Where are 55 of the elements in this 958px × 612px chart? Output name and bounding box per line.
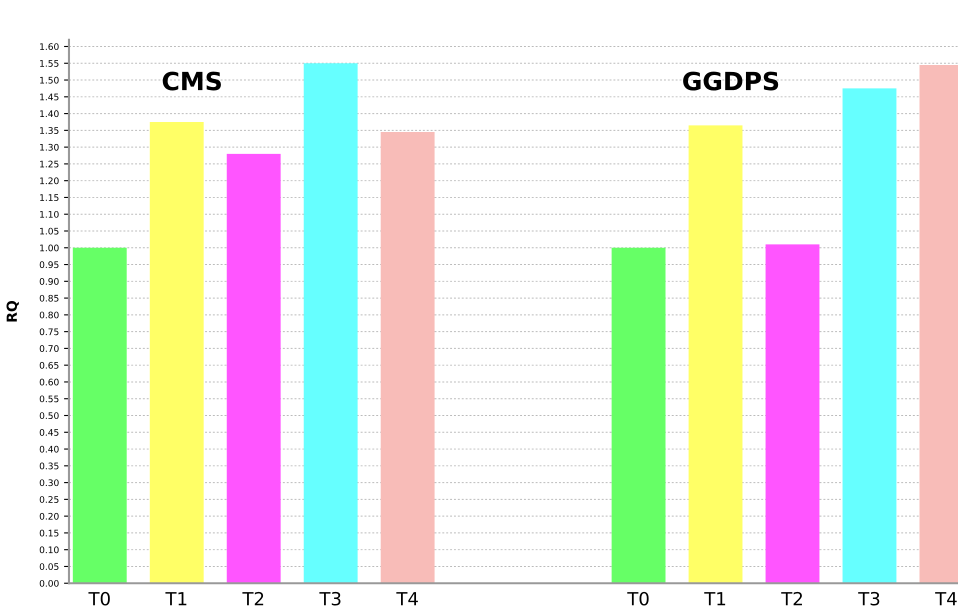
y-tick-label: 0.20	[40, 512, 59, 520]
bar	[380, 132, 435, 584]
bar	[72, 248, 127, 584]
y-tick-label: 1.40	[40, 110, 59, 118]
y-axis-title: RQ	[6, 300, 19, 322]
y-tick-label: 1.30	[40, 144, 59, 151]
x-tick-label: T4	[935, 592, 957, 606]
y-tick-label: 1.25	[40, 160, 58, 168]
x-tick-label: T0	[88, 592, 110, 606]
y-tick-label: 1.55	[40, 60, 58, 67]
y-tick-label: 0.50	[40, 412, 59, 420]
y-tick-label: 0.15	[40, 530, 58, 536]
y-tick-label: 0.65	[40, 362, 58, 369]
bar	[150, 122, 204, 584]
y-tick-label: 0.85	[40, 294, 58, 302]
y-tick-label: 0.25	[40, 496, 58, 503]
y-tick-label: 1.50	[40, 76, 59, 84]
y-tick-label: 1.20	[40, 177, 59, 184]
y-tick-label: 1.15	[40, 194, 58, 202]
y-tick-label: 0.45	[40, 429, 58, 436]
x-tick-label: T2	[242, 592, 264, 606]
y-tick-label: 0.90	[40, 278, 59, 285]
annotation: GGDPS	[683, 72, 778, 91]
y-tick-label: 1.00	[40, 244, 59, 252]
y-tick-label: 0.95	[40, 261, 58, 268]
x-tick-label: T2	[781, 592, 802, 606]
bar	[842, 88, 896, 584]
y-tick-label: 0.10	[40, 546, 59, 554]
x-tick-label: T1	[704, 592, 726, 606]
y-tick-label: 0.75	[40, 328, 58, 336]
x-tick-label: T1	[165, 592, 186, 606]
x-tick-label: T3	[858, 592, 880, 606]
y-tick-label: 0.55	[40, 395, 58, 402]
x-tick-label: T4	[396, 592, 418, 606]
y-tick-label: 0.30	[40, 479, 59, 486]
y-tick-label: 0.60	[40, 378, 59, 386]
x-tick-label: T3	[319, 592, 340, 606]
y-tick-label: 1.05	[40, 228, 58, 235]
annotation: CMS	[162, 72, 221, 91]
y-tick-label: 0.05	[40, 563, 58, 570]
y-tick-label: 1.10	[40, 210, 59, 218]
bar	[766, 244, 820, 584]
y-tick-label: 0.00	[40, 580, 59, 587]
y-tick-label: 0.35	[40, 462, 58, 470]
x-tick-label: T0	[627, 592, 649, 606]
y-tick-label: 0.80	[40, 312, 59, 318]
y-tick-label: 1.35	[40, 127, 58, 134]
y-tick-label: 0.40	[40, 446, 59, 453]
bar	[226, 154, 281, 584]
bar	[304, 63, 358, 584]
y-tick-label: 1.60	[40, 43, 59, 50]
bar	[612, 248, 666, 584]
y-tick-label: 0.70	[40, 345, 59, 352]
bar	[688, 125, 742, 584]
y-tick-label: 1.45	[40, 94, 58, 100]
